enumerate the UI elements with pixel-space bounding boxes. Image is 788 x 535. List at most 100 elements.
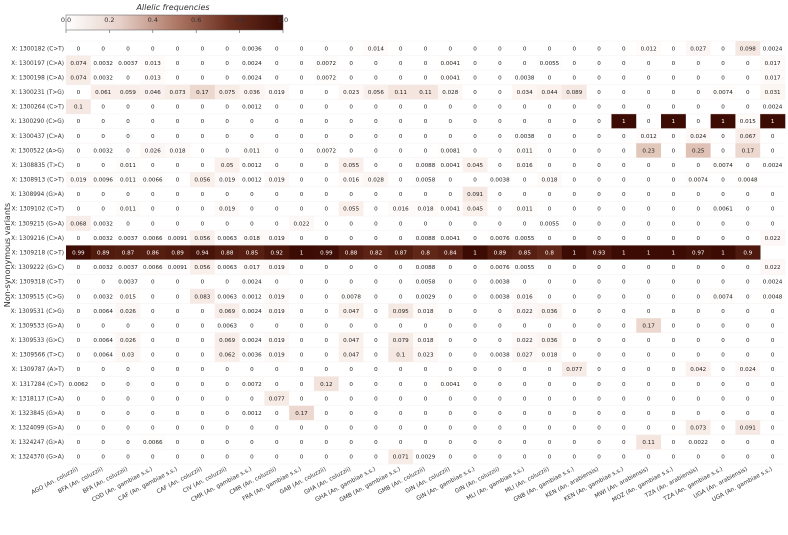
cell-value-label: 0 [647, 382, 651, 388]
heatmap-cell [537, 84, 563, 100]
cell-value-label: 0 [349, 221, 353, 227]
cell-value-label: 0 [275, 455, 279, 461]
cell-value-label: 0.0024 [242, 280, 262, 286]
heatmap-cell [115, 84, 141, 100]
cell-value-label: 0 [622, 163, 626, 169]
cell-value-label: 0 [424, 119, 428, 125]
heatmap-cell [437, 99, 463, 115]
heatmap-cell [363, 420, 389, 436]
heatmap-cell [735, 113, 761, 129]
cell-value-label: 0 [250, 426, 254, 432]
cell-value-label: 0 [473, 148, 477, 154]
heatmap-cell [487, 318, 513, 334]
colorbar-tick-label: 0.2 [104, 16, 114, 24]
cell-value-label: 0.031 [765, 90, 781, 96]
heatmap-cell [289, 274, 315, 290]
cell-value-label: 0.0063 [217, 323, 237, 329]
cell-value-label: 0.0037 [118, 236, 138, 242]
cell-value-label: 0.0088 [416, 265, 436, 271]
cell-value-label: 0.018 [244, 236, 260, 242]
heatmap-cell [537, 186, 563, 202]
cell-value-label: 0 [597, 265, 601, 271]
heatmap-cell [537, 216, 563, 231]
cell-value-label: 0 [300, 207, 304, 213]
cell-value-label: 0.0024 [242, 75, 262, 81]
heatmap-cell [760, 128, 786, 144]
cell-value-label: 0 [77, 265, 81, 271]
heatmap-cell [239, 420, 265, 436]
heatmap-cell [760, 449, 786, 465]
heatmap-cell [561, 303, 587, 319]
cell-value-label: 0 [696, 309, 700, 315]
cell-value-label: 0 [597, 90, 601, 96]
heatmap-cell [586, 288, 612, 304]
cell-value-label: 0.0072 [242, 382, 262, 388]
cell-value-label: 0 [77, 46, 81, 52]
cell-value-label: 0.84 [444, 251, 457, 257]
cell-value-label: 0 [498, 221, 502, 227]
cell-value-label: 0 [597, 396, 601, 402]
cell-value-label: 0 [325, 396, 329, 402]
cell-value-label: 0 [374, 163, 378, 169]
heatmap-cell [338, 230, 364, 246]
heatmap-cell [140, 434, 166, 450]
cell-value-label: 0.0066 [143, 440, 163, 446]
heatmap-cell [66, 391, 92, 406]
heatmap-cell [735, 157, 761, 173]
heatmap-cell [685, 172, 711, 188]
heatmap-cell [636, 332, 662, 348]
heatmap-cell [66, 449, 92, 465]
cell-value-label: 0 [696, 207, 700, 213]
heatmap-cell [140, 288, 166, 304]
heatmap-cell [586, 84, 612, 100]
heatmap-cell [239, 84, 265, 100]
heatmap-cell [363, 55, 389, 71]
heatmap-cell [165, 84, 191, 100]
heatmap-cell [735, 128, 761, 144]
cell-value-label: 0 [275, 382, 279, 388]
cell-value-label: 0 [523, 367, 527, 373]
cell-value-label: 0 [696, 382, 700, 388]
heatmap-cell [636, 70, 662, 86]
cell-value-label: 0 [597, 236, 601, 242]
cell-value-label: 0.89 [494, 251, 507, 257]
cell-value-label: 0 [176, 280, 180, 286]
heatmap-cell [512, 376, 538, 392]
cell-value-label: 0 [473, 396, 477, 402]
heatmap-cell [388, 434, 414, 450]
heatmap-cell [413, 201, 439, 217]
cell-value-label: 0 [647, 280, 651, 286]
heatmap-cell [437, 420, 463, 436]
cell-value-label: 0.88 [221, 251, 234, 257]
heatmap-cell [363, 128, 389, 144]
heatmap-cell [512, 201, 538, 217]
cell-value-label: 1 [672, 251, 676, 257]
cell-value-label: 0 [176, 46, 180, 52]
cell-value-label: 0 [498, 163, 502, 169]
cell-value-label: 0 [399, 75, 403, 81]
cell-value-label: 0 [349, 440, 353, 446]
heatmap-cell [140, 405, 166, 421]
heatmap-cell [90, 128, 116, 144]
heatmap-cell [661, 376, 687, 392]
heatmap-cell [437, 318, 463, 334]
heatmap-cell [661, 84, 687, 100]
heatmap-cell [289, 230, 315, 246]
cell-value-label: 0 [275, 323, 279, 329]
cell-value-label: 0 [597, 411, 601, 417]
cell-value-label: 0 [424, 61, 428, 67]
cell-value-label: 0 [275, 75, 279, 81]
cell-value-label: 0 [696, 192, 700, 198]
heatmap-cell [313, 201, 340, 217]
cell-value-label: 0.027 [690, 46, 706, 52]
cell-value-label: 0.017 [765, 61, 781, 67]
heatmap-cell [214, 113, 240, 129]
heatmap-cell [165, 361, 191, 377]
cell-value-label: 0 [696, 221, 700, 227]
cell-value-label: 0 [225, 75, 229, 81]
heatmap-cell [561, 405, 587, 421]
cell-value-label: 0 [151, 455, 155, 461]
cell-value-label: 0 [572, 119, 576, 125]
heatmap-cell [586, 70, 612, 86]
cell-value-label: 0 [126, 426, 130, 432]
